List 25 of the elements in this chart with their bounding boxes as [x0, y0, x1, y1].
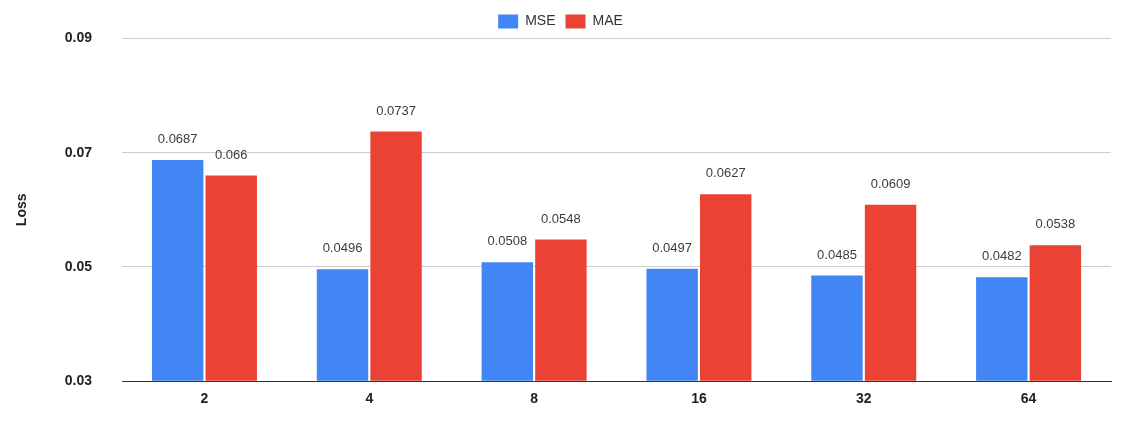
legend-label: MAE [592, 12, 623, 29]
x-tick-label: 2 [200, 390, 209, 407]
x-tick-label: 32 [855, 390, 872, 407]
data-label: 0.0482 [981, 248, 1022, 264]
x-tick-label: 16 [691, 390, 707, 407]
data-label: 0.0497 [652, 239, 693, 255]
data-label: 0.0627 [705, 165, 746, 181]
legend-label: MSE [525, 12, 556, 29]
data-label: 0.0496 [322, 240, 363, 256]
y-tick-label: 0.03 [64, 372, 93, 389]
y-tick-label: 0.09 [64, 29, 93, 46]
data-label: 0.0538 [1035, 216, 1076, 232]
y-axis-title: Loss [13, 193, 30, 227]
data-label: 0.0609 [870, 175, 911, 191]
data-label: 0.066 [214, 146, 248, 162]
x-tick-label: 4 [365, 390, 374, 407]
x-tick-label: 64 [1020, 390, 1037, 407]
data-label: 0.0485 [817, 246, 857, 262]
y-tick-label: 0.05 [64, 257, 93, 274]
data-label: 0.0548 [541, 210, 581, 226]
x-tick-label: 8 [530, 390, 539, 407]
data-label: 0.0737 [376, 102, 416, 118]
y-tick-label: 0.07 [64, 143, 93, 160]
data-label: 0.0508 [487, 233, 528, 249]
data-label: 0.0687 [157, 131, 198, 147]
